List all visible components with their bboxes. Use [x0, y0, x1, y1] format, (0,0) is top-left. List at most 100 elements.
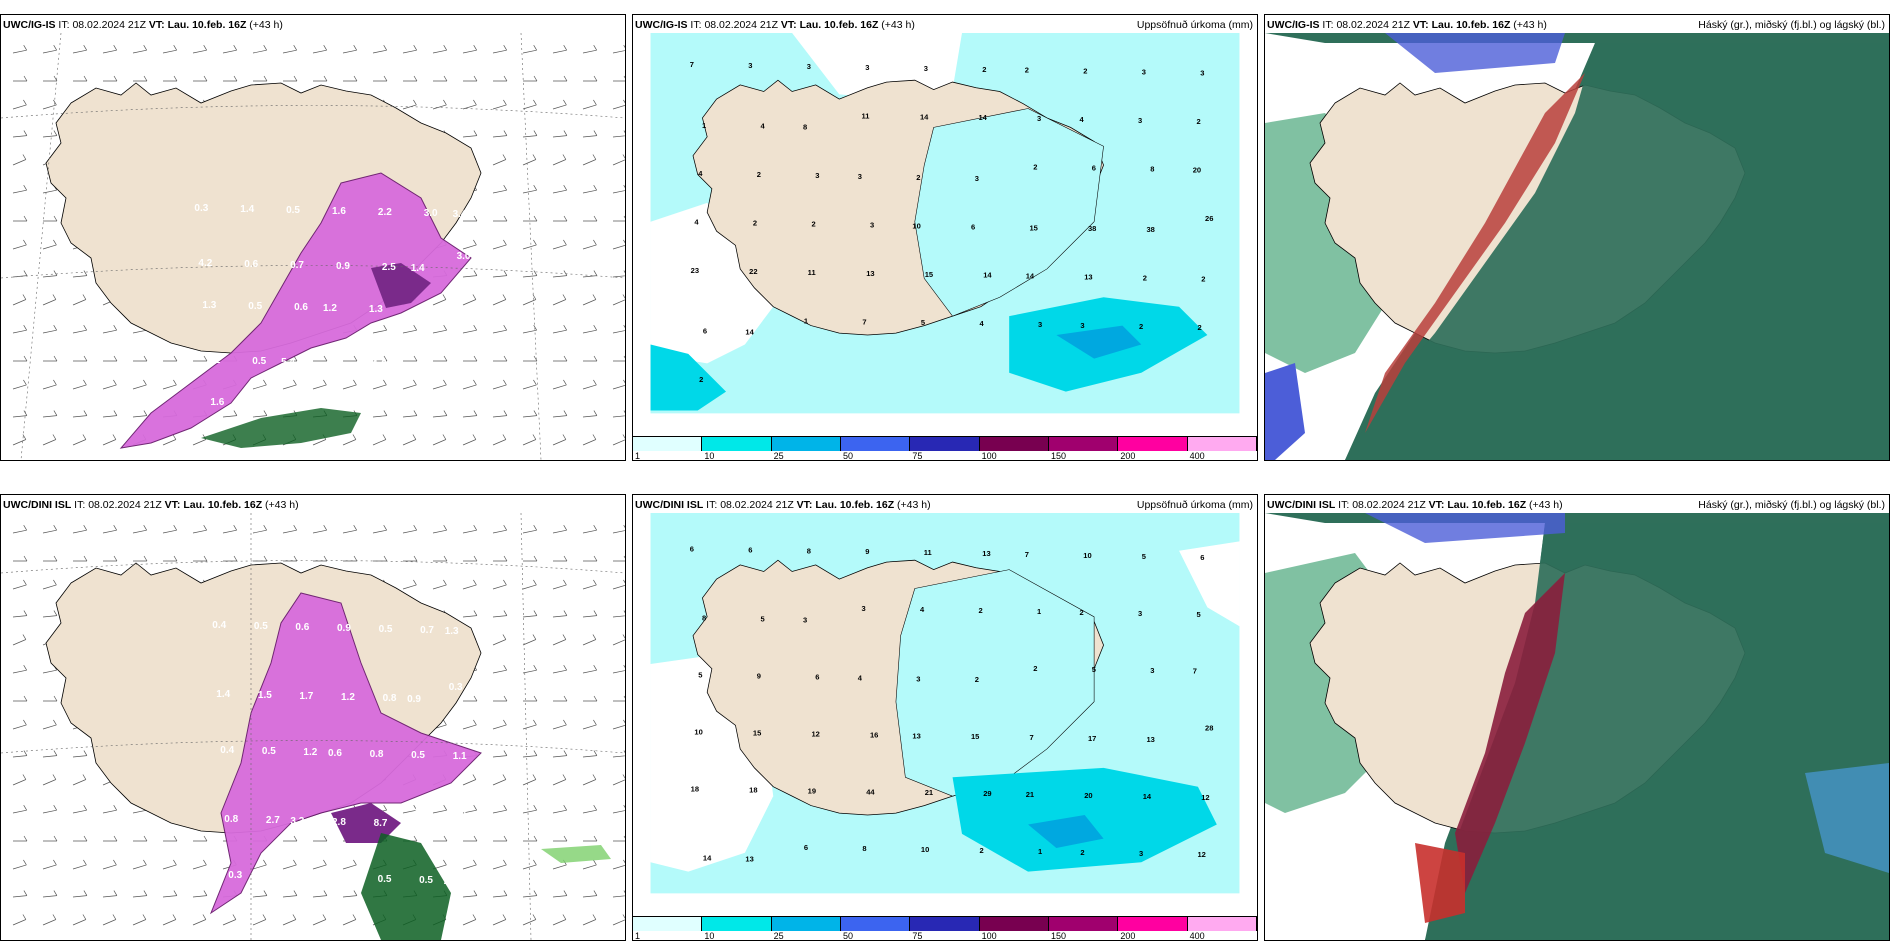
wind-barb: [612, 270, 625, 278]
wind-barb: [612, 294, 625, 306]
value-label: 10: [1083, 551, 1091, 560]
wind-barb: [492, 45, 508, 54]
wind-barb: [222, 914, 237, 926]
wind-barb: [612, 185, 625, 194]
wind-barb: [402, 805, 418, 814]
value-label: 0.3: [449, 682, 463, 693]
wind-barb: [373, 355, 388, 362]
value-label: 4: [698, 169, 703, 178]
wind-barb: [42, 434, 57, 446]
wind-barb: [13, 215, 28, 222]
value-label: 0.9: [419, 347, 433, 358]
wind-barb: [132, 525, 148, 534]
wind-barb: [192, 525, 208, 534]
wind-barb: [72, 805, 88, 814]
wind-barb: [612, 719, 625, 730]
wind-barb: [552, 805, 568, 814]
precip-south-core: [1028, 815, 1104, 849]
wind-barb: [42, 270, 58, 278]
wind-barb: [522, 750, 538, 758]
colorbar-tick: 200: [1120, 451, 1136, 461]
wind-barb: [492, 665, 508, 674]
wind-barb: [342, 525, 358, 534]
high-cloud-band: [1455, 573, 1565, 893]
colorbar-swatch: [633, 436, 703, 451]
wind-barb: [12, 294, 27, 306]
wind-barb: [582, 270, 598, 278]
wind-barb: [552, 185, 568, 194]
wind-barb: [463, 75, 478, 82]
precip-south-core: [1056, 325, 1142, 359]
wind-barb: [222, 410, 238, 418]
wind-barb: [492, 774, 507, 786]
value-label: 5: [1142, 552, 1146, 561]
wind-barb: [552, 45, 568, 54]
cloud-panel-top: UWC/IG-IS IT: 08.02.2024 21Z VT: Lau. 10…: [1264, 14, 1890, 461]
wind-barb: [522, 45, 538, 54]
colorbar-tick: 100: [981, 931, 997, 941]
mid-cloud-north: [1385, 33, 1565, 73]
wind-barb: [102, 914, 117, 926]
value-label: 2.1: [239, 398, 253, 409]
wind-barb: [163, 355, 178, 362]
wind-barb: [493, 355, 508, 362]
colorbar-swatch: [979, 436, 1049, 451]
wind-barb: [552, 774, 567, 786]
value-label: 8: [803, 123, 807, 132]
value-label: 7: [1193, 667, 1197, 676]
colorbar-tick: 10: [704, 931, 715, 941]
value-label: 11: [924, 548, 932, 557]
wind-barb: [223, 75, 238, 82]
wind-barb: [552, 579, 567, 590]
panel-title-right: Uppsöfnuð úrkoma (mm): [1136, 19, 1253, 31]
wind-barb: [522, 325, 538, 334]
wind-barb: [612, 579, 625, 590]
wind-barb: [432, 579, 447, 590]
wind-barb: [522, 890, 538, 898]
wind-barb: [583, 695, 598, 702]
wind-barb: [523, 555, 538, 562]
value-label: 17: [1088, 734, 1096, 743]
wind-barb: [132, 45, 148, 54]
value-label: 14: [745, 328, 754, 337]
wind-barb: [13, 695, 28, 702]
colorbar-tick: 75: [912, 451, 923, 461]
value-label: 1.7: [299, 691, 313, 702]
accum-map: 7 3 3 3 3 2 2 2 3 31 4 811 14 14 3 4 3 24 2 3 3 2 32 6 8 204 2 2 3 10…: [650, 33, 1240, 414]
wind-barb: [102, 45, 118, 54]
value-label: 2: [1197, 117, 1201, 126]
wind-barb: [522, 434, 537, 446]
value-label: 6: [815, 672, 819, 681]
wind-barb: [552, 610, 568, 618]
value-label: 8: [862, 844, 866, 853]
wind-barb: [492, 719, 507, 730]
panel-header: UWC/DINI ISL IT: 08.02.2024 21Z VT: Lau.…: [1267, 499, 1563, 511]
value-label: 15: [925, 270, 933, 279]
wind-barb: [553, 835, 568, 842]
wind-barb: [312, 859, 327, 870]
wind-barb: [12, 185, 28, 194]
wind-barb: [522, 525, 538, 534]
wind-barb: [102, 859, 117, 870]
value-label: 10.0: [415, 305, 435, 316]
wind-barb: [582, 914, 597, 926]
wind-barb: [612, 99, 625, 110]
wind-barb: [163, 835, 178, 842]
rain-area: [361, 833, 451, 940]
wind-barb: [582, 410, 598, 418]
wind-barb: [252, 45, 268, 54]
wind-barb: [223, 555, 238, 562]
wind-barb: [612, 379, 625, 390]
value-label: 2: [1139, 322, 1143, 331]
value-label: 10: [921, 845, 929, 854]
wind-barb: [282, 45, 298, 54]
value-label: 7: [1029, 733, 1033, 742]
wind-barb: [462, 410, 478, 418]
cloud-map: [1265, 33, 1889, 460]
wind-barb: [613, 695, 625, 702]
snow-core: [331, 803, 401, 843]
wind-barb: [252, 890, 268, 898]
value-label: 6: [690, 544, 694, 553]
wind-barb: [492, 434, 507, 446]
wind-barb: [42, 99, 57, 110]
